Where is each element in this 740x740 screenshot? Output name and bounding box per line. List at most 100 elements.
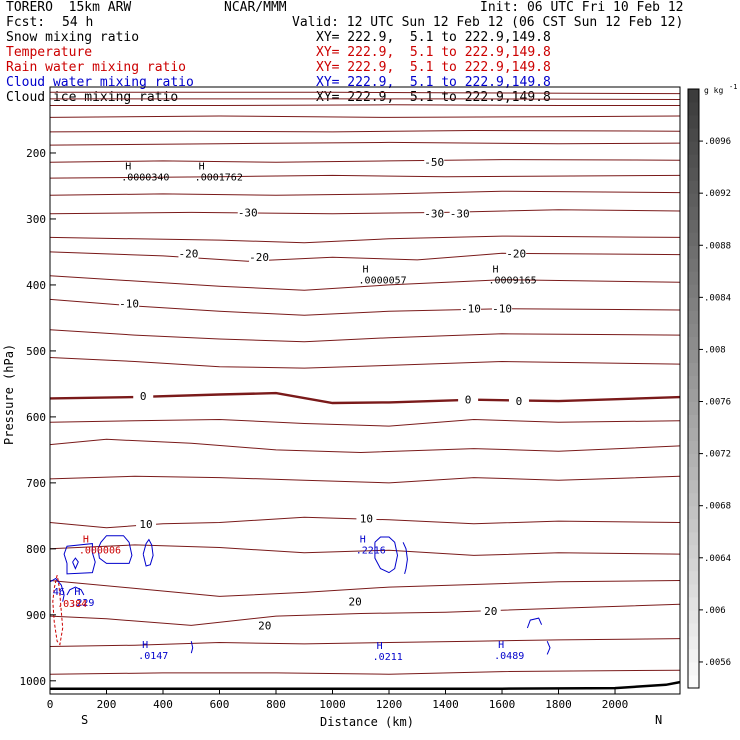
temperature-contour-label: -50 bbox=[424, 156, 444, 169]
temperature-contour bbox=[49, 438, 681, 454]
field-xy-cloud-ice: XY= 222.9, 5.1 to 222.9,149.8 bbox=[316, 90, 551, 105]
colorbar-swatch bbox=[688, 648, 699, 663]
temperature-contour-label: 20 bbox=[258, 619, 271, 632]
colorbar-swatch bbox=[688, 284, 699, 298]
x-tick-label: 400 bbox=[153, 698, 173, 711]
temperature-contour-label: -10 bbox=[461, 303, 481, 316]
temperature-contour-label: 0 bbox=[516, 395, 523, 408]
y-tick-label: 400 bbox=[26, 279, 46, 292]
maximum-marker: H bbox=[199, 161, 205, 172]
y-tick-label: 500 bbox=[26, 345, 46, 358]
contour-label-mask bbox=[356, 512, 377, 525]
temperature-contour bbox=[50, 91, 681, 95]
contour-label-mask bbox=[178, 247, 199, 260]
colorbar-swatch bbox=[688, 635, 699, 650]
temperature-contour bbox=[49, 190, 681, 196]
temperature-contour bbox=[50, 104, 680, 106]
maximum-marker: H bbox=[360, 534, 366, 545]
colorbar-swatch bbox=[688, 401, 699, 416]
temperature-contour bbox=[49, 209, 681, 215]
colorbar-swatch bbox=[688, 466, 699, 481]
temperature-contour bbox=[49, 174, 681, 179]
colorbar-unit: g kg bbox=[704, 86, 723, 95]
x-tick-label: 0 bbox=[47, 698, 54, 711]
contour-label-mask bbox=[449, 207, 470, 220]
colorbar-swatch bbox=[688, 622, 699, 637]
contour-label-mask bbox=[458, 393, 479, 406]
freezing-level-contour bbox=[49, 391, 681, 405]
x-axis-label: Distance (km) bbox=[320, 715, 414, 729]
init-time: Init: 06 UTC Fri 10 Feb 12 bbox=[480, 0, 684, 15]
maximum-marker: H bbox=[498, 640, 504, 651]
cloud-water-contour bbox=[190, 641, 194, 654]
maximum-value: .0489 bbox=[494, 651, 524, 662]
colorbar-swatch bbox=[688, 492, 699, 507]
maximum-marker: H bbox=[142, 640, 148, 651]
colorbar-tick-label: .0088 bbox=[704, 241, 731, 251]
colorbar-swatch bbox=[688, 427, 699, 442]
temperature-contour-label: -10 bbox=[492, 303, 512, 316]
cloud-water-contour bbox=[72, 557, 79, 570]
colorbar-unit-exponent: -1 bbox=[729, 83, 737, 91]
colorbar-tick-label: .0096 bbox=[704, 137, 731, 147]
temperature-contour-label: -20 bbox=[249, 251, 269, 264]
colorbar-swatch bbox=[688, 193, 699, 207]
colorbar-swatch bbox=[688, 362, 699, 376]
temperature-contour-label: 10 bbox=[360, 512, 373, 525]
end-point-label: N bbox=[655, 713, 662, 727]
temperature-contour-label: -10 bbox=[119, 297, 139, 310]
x-tick-label: 2000 bbox=[602, 698, 629, 711]
model-title: TORERO 15km ARW bbox=[6, 0, 132, 15]
contour-label-mask bbox=[424, 156, 445, 169]
maximum-marker: H bbox=[74, 587, 80, 598]
contour-label-mask bbox=[424, 207, 445, 220]
maximum-value: .0009165 bbox=[488, 275, 536, 286]
field-name-cloud-water: Cloud water mixing ratio bbox=[6, 75, 194, 90]
colorbar-swatch bbox=[688, 128, 699, 142]
temperature-contour bbox=[49, 603, 681, 626]
field-name-temperature: Temperature bbox=[6, 45, 93, 60]
colorbar-tick-label: .0092 bbox=[704, 189, 731, 199]
colorbar-swatch bbox=[688, 245, 699, 259]
rain-water-contour bbox=[52, 575, 64, 646]
colorbar-swatch bbox=[688, 297, 699, 311]
colorbar-swatch bbox=[688, 479, 699, 494]
cloud-water-contour bbox=[63, 543, 96, 575]
y-tick-label: 700 bbox=[26, 477, 46, 490]
colorbar-swatch bbox=[688, 544, 699, 559]
temperature-contour-label: 0 bbox=[140, 390, 147, 403]
maximum-value: .229 bbox=[70, 598, 94, 609]
colorbar-swatch bbox=[688, 336, 699, 350]
temperature-contour bbox=[49, 251, 681, 262]
y-axis-label: Pressure (hPa) bbox=[2, 344, 16, 445]
y-tick-label: 900 bbox=[26, 609, 46, 622]
maximum-marker: H bbox=[125, 161, 131, 172]
maximum-value: .0000340 bbox=[121, 172, 169, 183]
field-xy-temperature: XY= 222.9, 5.1 to 222.9,149.8 bbox=[316, 45, 551, 60]
colorbar-swatch bbox=[688, 609, 699, 624]
colorbar-swatch bbox=[688, 661, 699, 676]
temperature-contour-label: -20 bbox=[506, 247, 526, 260]
start-point-label: S bbox=[81, 713, 88, 727]
ground-surface bbox=[50, 680, 681, 690]
x-tick-label: 600 bbox=[210, 698, 230, 711]
colorbar-swatch bbox=[688, 596, 699, 611]
colorbar-swatch bbox=[688, 154, 699, 168]
plot-area: -50 -30 -30 -30 -20 -20 -20 -10 -10 -10 0 0 0 10 10 20 2… bbox=[49, 91, 681, 690]
temperature-contour-label: -30 bbox=[450, 208, 470, 221]
x-tick-label: 1400 bbox=[432, 698, 459, 711]
colorbar-swatch bbox=[688, 349, 699, 363]
temperature-contour bbox=[49, 235, 681, 244]
contour-label-mask bbox=[345, 595, 366, 608]
temperature-contour bbox=[49, 475, 681, 484]
colorbar-swatch bbox=[688, 557, 699, 572]
x-tick-label: 1600 bbox=[489, 698, 516, 711]
colorbar-swatch bbox=[688, 375, 699, 389]
temperature-contour bbox=[49, 580, 681, 597]
maximum-marker: H bbox=[363, 264, 369, 275]
contour-label-mask bbox=[133, 389, 154, 402]
colorbar-frame bbox=[687, 88, 700, 689]
temperature-contour bbox=[49, 418, 681, 427]
contour-label-mask bbox=[506, 247, 527, 260]
colorbar-swatch bbox=[688, 674, 699, 689]
